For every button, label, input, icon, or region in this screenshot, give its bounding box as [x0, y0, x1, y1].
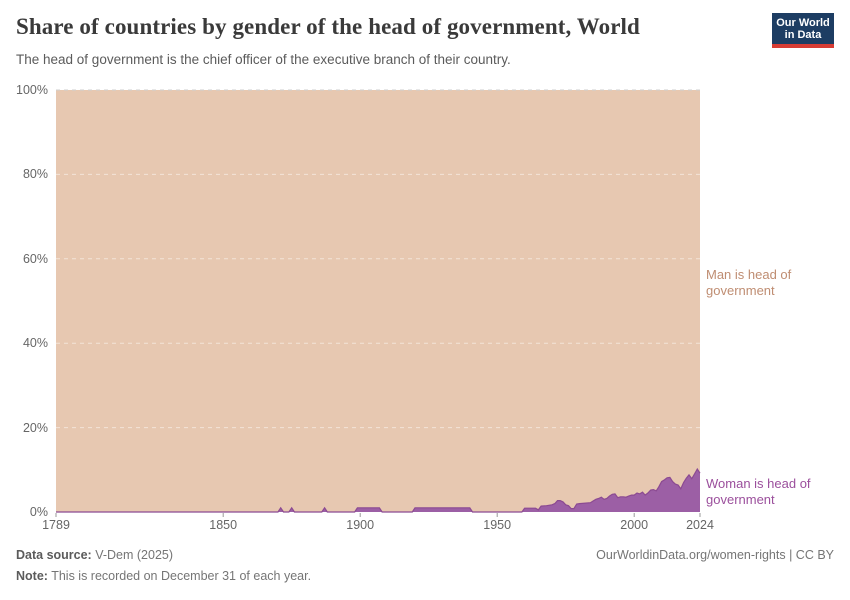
x-axis-tick-label: 1950	[483, 518, 512, 532]
y-axis-tick-label: 0%	[29, 505, 48, 519]
chart-subtitle: The head of government is the chief offi…	[16, 52, 511, 67]
x-axis-tick-label: 2024	[686, 518, 714, 532]
x-axis-tick-label: 2000	[620, 518, 649, 532]
series-label-man: Man is head of government	[706, 267, 792, 298]
data-source: Data source: V-Dem (2025)	[16, 548, 173, 562]
y-axis-tick-label: 100%	[16, 83, 48, 97]
y-axis-tick-label: 80%	[22, 167, 48, 182]
x-axis-tick-label: 1850	[209, 518, 238, 532]
y-axis-tick-label: 20%	[22, 420, 48, 435]
note-value: This is recorded on December 31 of each …	[47, 569, 312, 583]
y-axis-tick-label: 60%	[22, 251, 48, 266]
note-label: Note:	[16, 569, 48, 583]
data-source-value: V-Dem (2025)	[91, 548, 174, 562]
page-title: Share of countries by gender of the head…	[16, 14, 640, 39]
series-label-woman: Woman is head of government	[706, 476, 811, 507]
woman-area	[56, 469, 700, 512]
woman-area-outline	[56, 467, 701, 513]
owid-logo: Our World in Data	[772, 13, 834, 48]
chart-note: Note: This is recorded on December 31 of…	[16, 569, 311, 583]
x-axis-tick-label: 1900	[346, 518, 375, 532]
data-source-label: Data source:	[16, 548, 92, 562]
owid-logo-line2: in Data	[784, 28, 822, 41]
owid-logo-line1: Our World	[776, 16, 830, 29]
owid-url: OurWorldinData.org/women-rights | CC BY	[596, 548, 834, 562]
y-axis-tick-label: 40%	[22, 336, 48, 351]
man-area	[56, 90, 700, 512]
x-axis-tick-label: 1789	[42, 518, 70, 532]
